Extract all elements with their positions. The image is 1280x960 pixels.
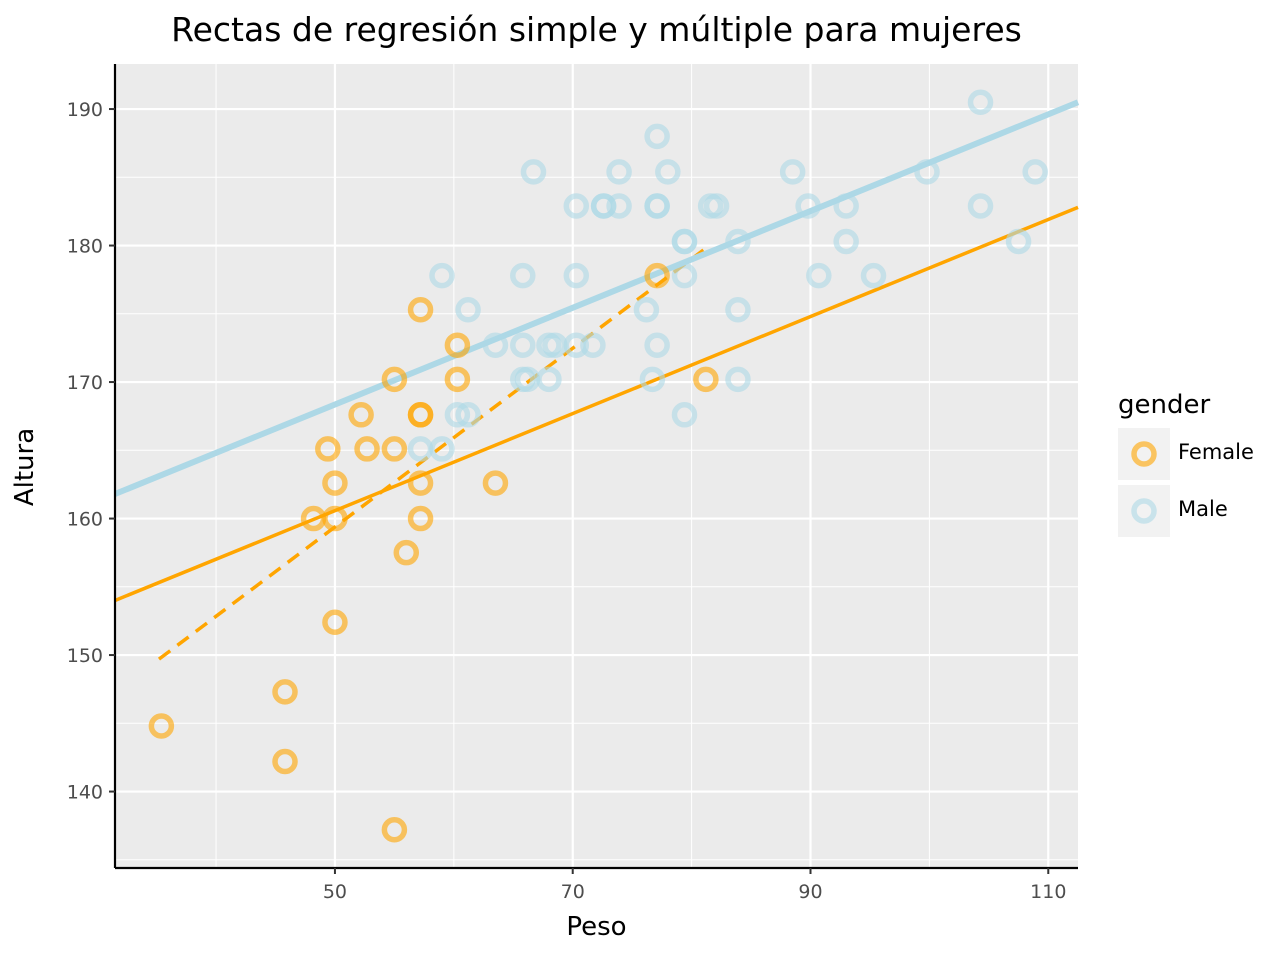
point-female-20 (444, 366, 471, 393)
regression-line-female-solid (114, 205, 1079, 603)
point-male-43 (833, 228, 859, 255)
point-male-18 (580, 332, 606, 358)
point-female-18 (407, 505, 434, 532)
y-tick-label-190: 190 (67, 99, 103, 121)
point-male-35 (703, 193, 730, 219)
y-tick-label-180: 180 (67, 236, 103, 258)
point-male-11 (520, 159, 547, 185)
point-male-17 (563, 332, 590, 358)
point-female-2 (272, 748, 298, 775)
point-male-28 (644, 332, 670, 358)
point-female-0 (148, 713, 175, 739)
point-female-22 (644, 262, 670, 289)
point-male-32 (671, 262, 698, 289)
point-male-44 (860, 262, 887, 289)
chart-title: Rectas de regresión simple y múltiple pa… (171, 10, 1022, 49)
x-tick-label-50: 50 (323, 881, 347, 903)
point-male-42 (833, 193, 859, 219)
point-male-23 (633, 296, 660, 323)
data-points (148, 89, 1048, 843)
point-female-13 (393, 539, 420, 566)
point-female-12 (381, 817, 408, 843)
point-male-37 (725, 296, 751, 323)
point-female-5 (322, 470, 348, 496)
point-male-3 (444, 402, 471, 428)
point-female-10 (381, 366, 408, 393)
point-male-13 (536, 366, 562, 393)
point-male-8 (510, 332, 536, 358)
axes (109, 64, 1078, 874)
point-male-24 (639, 366, 666, 393)
legend-label-male: Male (1178, 497, 1228, 521)
y-tick-label-170: 170 (67, 372, 103, 394)
tick-labels: 50 70 90 110 140 150 160 170 180 190 (67, 99, 1067, 903)
point-female-19 (444, 332, 471, 358)
point-male-46 (967, 89, 994, 115)
y-tick-label-150: 150 (67, 645, 103, 667)
point-female-6 (322, 505, 348, 532)
point-male-6 (482, 332, 509, 358)
y-tick-label-160: 160 (67, 509, 103, 531)
point-male-22 (606, 193, 632, 219)
x-axis-label: Peso (566, 912, 627, 942)
point-female-11 (381, 436, 408, 462)
plot-panel (115, 64, 1078, 868)
x-tick-label-110: 110 (1030, 881, 1066, 903)
point-male-36 (725, 228, 751, 255)
point-female-17 (407, 470, 434, 496)
legend-item-female: Female (1118, 428, 1258, 480)
point-male-4 (455, 296, 481, 323)
point-male-29 (655, 159, 681, 185)
legend-label-female: Female (1178, 440, 1254, 464)
point-male-39 (779, 159, 806, 185)
point-female-7 (322, 609, 348, 636)
x-tick-label-70: 70 (561, 881, 585, 903)
x-tick-label-90: 90 (798, 881, 822, 903)
point-male-41 (806, 262, 832, 289)
point-female-4 (315, 436, 341, 462)
point-female-21 (482, 470, 509, 496)
point-male-1 (429, 262, 455, 289)
point-male-38 (725, 366, 751, 393)
point-male-5 (455, 402, 481, 428)
point-male-48 (1005, 228, 1032, 255)
point-female-23 (693, 366, 719, 393)
point-male-16 (563, 262, 590, 289)
point-female-8 (348, 402, 374, 428)
legend-key-female (1118, 428, 1170, 480)
point-female-1 (272, 679, 298, 705)
y-axis-label: Altura (10, 427, 40, 507)
point-male-45 (914, 159, 940, 185)
point-female-9 (354, 436, 380, 462)
point-male-27 (644, 193, 670, 219)
point-male-2 (429, 436, 455, 462)
legend-key-male (1118, 485, 1170, 537)
point-male-15 (563, 193, 590, 219)
point-female-14 (407, 296, 434, 323)
point-male-20 (590, 193, 617, 219)
point-male-49 (1022, 159, 1048, 185)
legend-item-male: Male (1118, 485, 1258, 537)
point-male-21 (606, 159, 632, 185)
point-male-25 (644, 123, 670, 150)
point-male-40 (795, 193, 821, 219)
point-male-31 (671, 228, 698, 255)
point-male-33 (671, 402, 698, 428)
point-female-16 (407, 402, 434, 428)
y-tick-label-140: 140 (67, 782, 103, 804)
point-male-7 (510, 262, 536, 289)
legend-title: gender (1118, 390, 1211, 420)
point-male-47 (967, 193, 994, 219)
